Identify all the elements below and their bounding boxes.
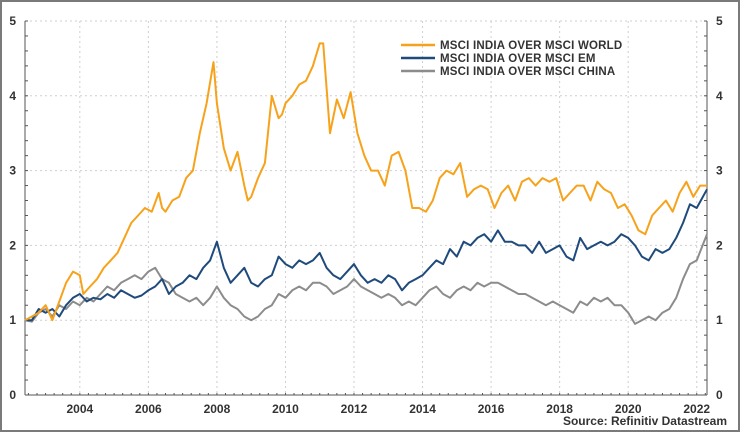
- x-tick-label: 2004: [66, 402, 93, 416]
- grid-lines: [25, 20, 707, 395]
- x-tick-label: 2018: [546, 402, 573, 416]
- y-tick-label-right: 3: [716, 164, 723, 178]
- x-tick-label: 2014: [409, 402, 436, 416]
- legend-label-china: MSCI INDIA OVER MSCI CHINA: [440, 66, 615, 78]
- series-line-china: [24, 233, 708, 325]
- series-layer: [24, 42, 708, 325]
- legend: MSCI INDIA OVER MSCI WORLD MSCI INDIA OV…: [401, 40, 622, 78]
- y-tick-label-left: 4: [9, 89, 16, 103]
- series-line-em: [25, 188, 708, 322]
- x-tick-label: 2012: [341, 402, 368, 416]
- legend-label-em: MSCI INDIA OVER MSCI EM: [440, 53, 596, 65]
- x-tick-label: 2006: [135, 402, 162, 416]
- axes: 0 0 1 1 2 2 3 3 4 4 5 5 2004 2006 2008 2010 2012 2014 2016…: [9, 14, 723, 416]
- x-tick-label: 2022: [683, 402, 710, 416]
- source-note: Source: Refinitiv Datastream: [563, 414, 727, 428]
- y-tick-label-right: 1: [716, 313, 723, 327]
- x-tick-label: 2016: [478, 402, 505, 416]
- legend-label-world: MSCI INDIA OVER MSCI WORLD: [440, 40, 622, 52]
- y-tick-label-left: 1: [9, 313, 16, 327]
- y-tick-label-left: 3: [9, 164, 16, 178]
- x-tick-label: 2008: [204, 402, 231, 416]
- y-tick-label-left: 5: [9, 14, 16, 28]
- y-tick-label-right: 5: [716, 14, 723, 28]
- y-tick-label-right: 0: [716, 388, 723, 402]
- x-tick-label: 2010: [272, 402, 299, 416]
- y-tick-label-left: 2: [9, 238, 16, 252]
- y-tick-label-left: 0: [9, 388, 16, 402]
- y-tick-label-right: 4: [716, 89, 723, 103]
- x-tick-label: 2020: [615, 402, 642, 416]
- y-tick-label-right: 2: [716, 238, 723, 252]
